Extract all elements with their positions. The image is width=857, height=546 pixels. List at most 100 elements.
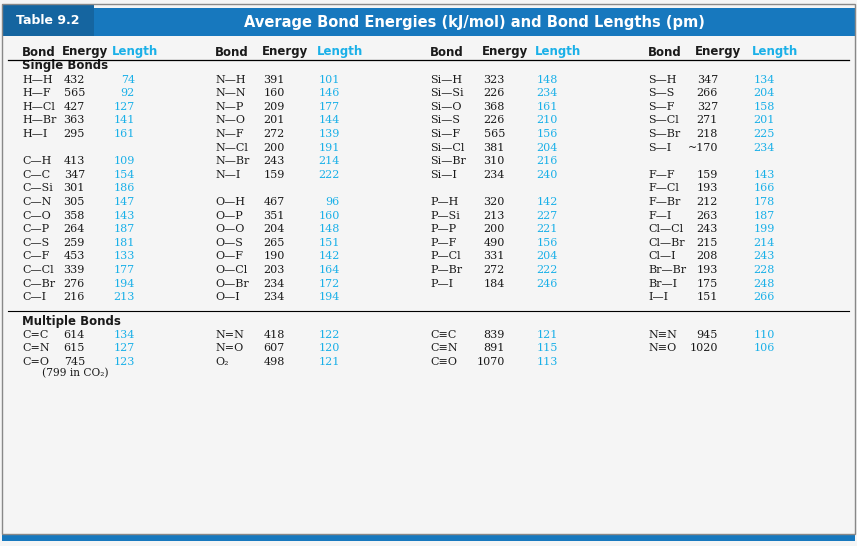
Text: 745: 745 [63, 357, 85, 367]
Text: 243: 243 [697, 224, 718, 234]
Text: Si—H: Si—H [430, 75, 462, 85]
Text: P—H: P—H [430, 197, 458, 207]
Text: 121: 121 [536, 330, 558, 340]
Text: 204: 204 [536, 143, 558, 152]
Text: 891: 891 [483, 343, 505, 353]
Text: C—C: C—C [22, 170, 50, 180]
Text: S—I: S—I [648, 143, 671, 152]
Text: 418: 418 [264, 330, 285, 340]
Bar [2, 4, 94, 36]
Text: Cl—Br: Cl—Br [648, 238, 685, 248]
Text: 222: 222 [319, 170, 340, 180]
Text: C—Cl: C—Cl [22, 265, 54, 275]
Text: 226: 226 [483, 115, 505, 126]
Bar [2, 534, 855, 541]
Text: O—Cl: O—Cl [215, 265, 248, 275]
Text: Cl—Cl: Cl—Cl [648, 224, 683, 234]
Text: H—H: H—H [22, 75, 52, 85]
Text: (799 in CO₂): (799 in CO₂) [42, 368, 109, 378]
Text: C—Br: C—Br [22, 278, 55, 289]
Text: 200: 200 [483, 224, 505, 234]
Text: C=O: C=O [22, 357, 49, 367]
Text: 839: 839 [483, 330, 505, 340]
Text: 248: 248 [753, 278, 775, 289]
Text: 164: 164 [319, 265, 340, 275]
Text: O₂: O₂ [215, 357, 229, 367]
Text: Cl—I: Cl—I [648, 251, 675, 262]
Text: N—I: N—I [215, 170, 240, 180]
Text: 263: 263 [697, 211, 718, 221]
Text: 607: 607 [264, 343, 285, 353]
Text: Bond: Bond [430, 45, 464, 58]
Text: N—H: N—H [215, 75, 246, 85]
Text: 74: 74 [121, 75, 135, 85]
Text: 92: 92 [121, 88, 135, 98]
Text: 498: 498 [264, 357, 285, 367]
Text: 199: 199 [753, 224, 775, 234]
Text: 305: 305 [63, 197, 85, 207]
Text: C—O: C—O [22, 211, 51, 221]
Text: Bond: Bond [648, 45, 682, 58]
Text: Length: Length [317, 45, 363, 58]
Text: F—F: F—F [648, 170, 674, 180]
Text: 413: 413 [63, 156, 85, 166]
Text: 301: 301 [63, 183, 85, 193]
Text: Energy: Energy [482, 45, 528, 58]
Text: 234: 234 [264, 278, 285, 289]
Text: Length: Length [535, 45, 581, 58]
Text: 159: 159 [697, 170, 718, 180]
Text: Length: Length [752, 45, 798, 58]
Text: 121: 121 [319, 357, 340, 367]
Text: 191: 191 [319, 143, 340, 152]
Text: 218: 218 [697, 129, 718, 139]
Text: 204: 204 [264, 224, 285, 234]
Text: 106: 106 [753, 343, 775, 353]
Text: 331: 331 [483, 251, 505, 262]
Text: C—F: C—F [22, 251, 50, 262]
Text: 190: 190 [264, 251, 285, 262]
Text: 327: 327 [697, 102, 718, 112]
Text: N—O: N—O [215, 115, 245, 126]
Text: 213: 213 [483, 211, 505, 221]
Text: O—H: O—H [215, 197, 245, 207]
Text: 208: 208 [697, 251, 718, 262]
Text: O—F: O—F [215, 251, 243, 262]
Text: 123: 123 [114, 357, 135, 367]
Text: 271: 271 [697, 115, 718, 126]
Text: 143: 143 [753, 170, 775, 180]
Text: C=N: C=N [22, 343, 50, 353]
Text: H—Br: H—Br [22, 115, 57, 126]
Text: Si—I: Si—I [430, 170, 457, 180]
Text: 363: 363 [63, 115, 85, 126]
Text: 151: 151 [697, 292, 718, 302]
Text: 187: 187 [114, 224, 135, 234]
Text: 160: 160 [264, 88, 285, 98]
Text: S—H: S—H [648, 75, 676, 85]
Text: O—P: O—P [215, 211, 243, 221]
Text: Si—S: Si—S [430, 115, 460, 126]
Text: 175: 175 [697, 278, 718, 289]
Text: 368: 368 [483, 102, 505, 112]
Text: 214: 214 [753, 238, 775, 248]
Text: Bond: Bond [215, 45, 249, 58]
Text: 490: 490 [483, 238, 505, 248]
Text: 120: 120 [319, 343, 340, 353]
Text: Br—I: Br—I [648, 278, 677, 289]
Text: O—I: O—I [215, 292, 240, 302]
Text: 133: 133 [114, 251, 135, 262]
Text: C—P: C—P [22, 224, 49, 234]
Text: Single Bonds: Single Bonds [22, 60, 108, 73]
Text: C≡N: C≡N [430, 343, 458, 353]
Text: 565: 565 [63, 88, 85, 98]
Text: P—Si: P—Si [430, 211, 460, 221]
Text: 246: 246 [536, 278, 558, 289]
Text: 234: 234 [264, 292, 285, 302]
Text: Br—Br: Br—Br [648, 265, 686, 275]
Text: 310: 310 [483, 156, 505, 166]
Text: F—Cl: F—Cl [648, 183, 679, 193]
Text: 210: 210 [536, 115, 558, 126]
Text: 320: 320 [483, 197, 505, 207]
Text: H—Cl: H—Cl [22, 102, 55, 112]
Text: 323: 323 [483, 75, 505, 85]
Text: F—I: F—I [648, 211, 671, 221]
